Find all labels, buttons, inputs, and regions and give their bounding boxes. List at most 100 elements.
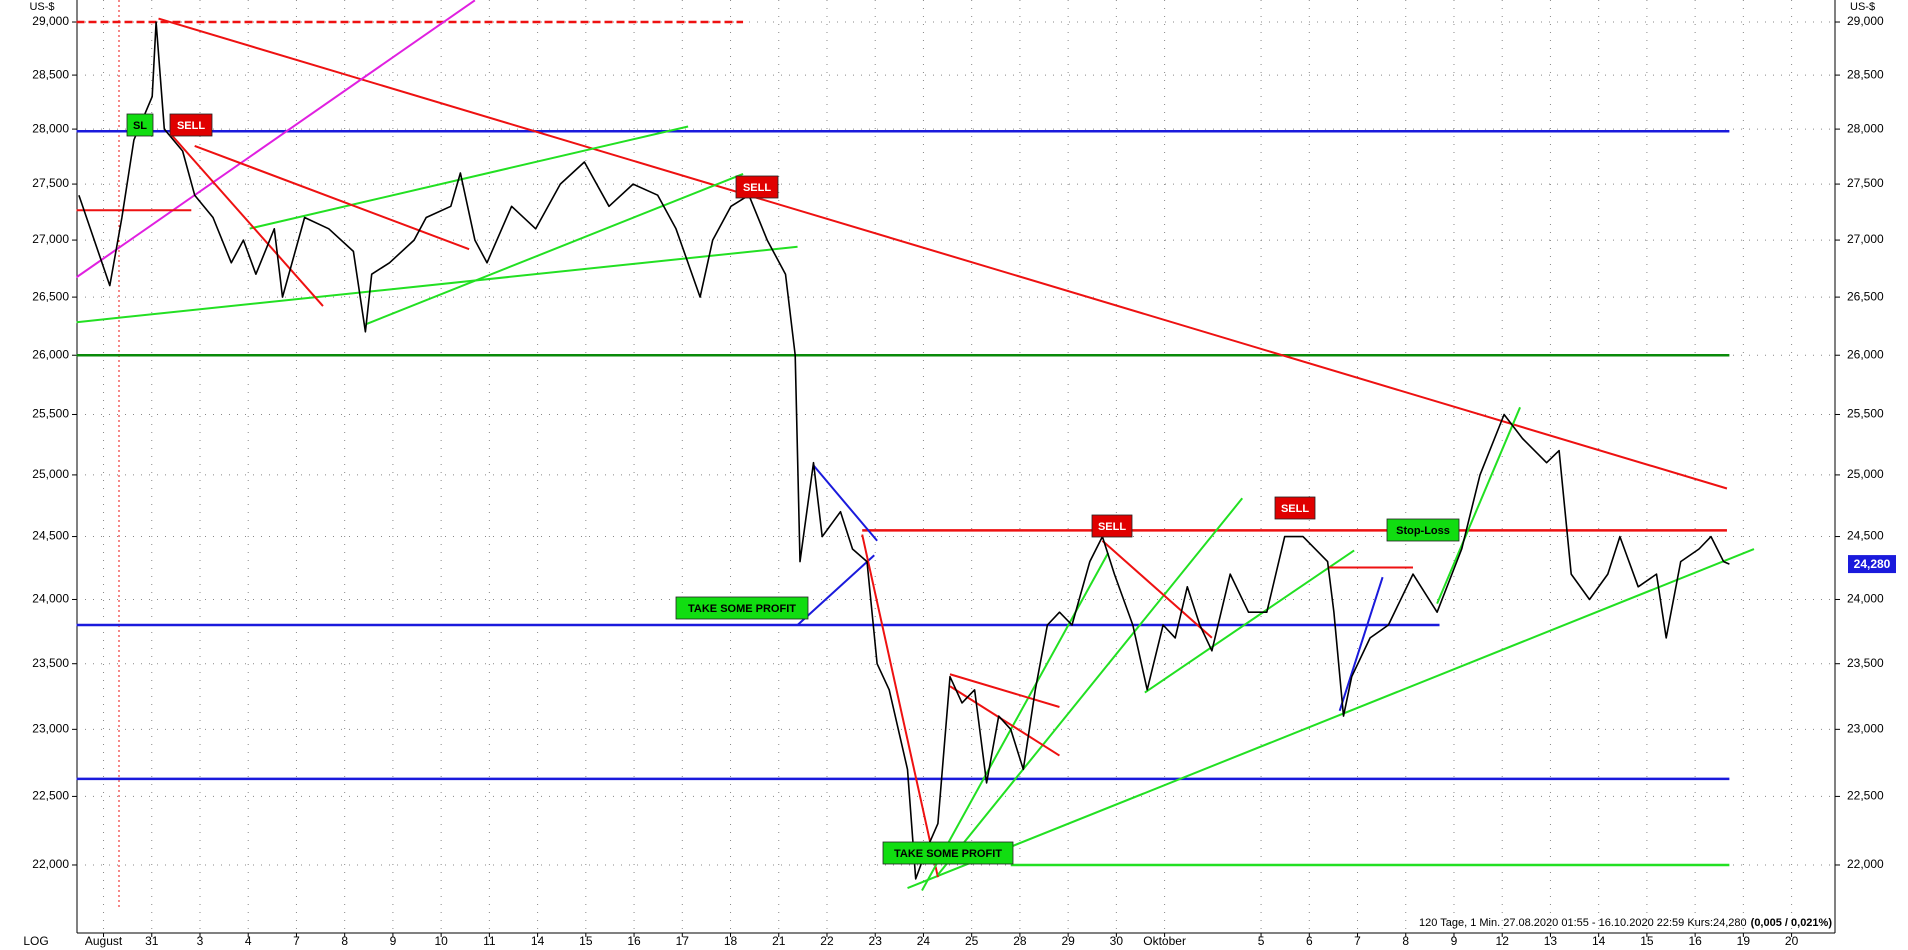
y-tick-label: 24,000 (1847, 592, 1884, 606)
annotation-box (882, 841, 1014, 865)
x-tick-label: 14 (531, 934, 545, 948)
y-tick-label: 22,000 (32, 857, 69, 871)
y-tick-label: 24,000 (32, 592, 69, 606)
x-tick-label: 15 (1640, 934, 1654, 948)
trend-line (1436, 406, 1521, 605)
y-tick-label: 28,500 (1847, 67, 1884, 81)
last-price-label: 24,280 (1854, 557, 1891, 571)
annotation-text: SELL (743, 182, 771, 194)
annotation-box (169, 113, 213, 137)
x-tick-label: 22 (820, 934, 834, 948)
x-tick-label: 12 (1496, 934, 1510, 948)
x-tick-label: Oktober (1143, 934, 1186, 948)
trend-line (1144, 549, 1355, 694)
y-tick-label: 25,000 (32, 467, 69, 481)
y-unit-right: US-$ (1850, 1, 1875, 13)
y-tick-label: 26,500 (32, 289, 69, 303)
x-tick-label: 5 (1258, 934, 1265, 948)
y-tick-label: 26,000 (1847, 347, 1884, 361)
x-tick-label: 28 (1013, 934, 1027, 948)
x-tick-label: 16 (1688, 934, 1702, 948)
x-tick-label: 13 (1544, 934, 1558, 948)
trend-line (158, 17, 1728, 490)
x-tick-label: 14 (1592, 934, 1606, 948)
trend-line (75, 0, 476, 279)
trend-line (949, 685, 1060, 757)
y-tick-label: 22,500 (1847, 789, 1884, 803)
trend-line (169, 133, 324, 307)
y-tick-label: 27,500 (32, 176, 69, 190)
trend-line (194, 144, 470, 251)
x-tick-label: 24 (917, 934, 931, 948)
y-tick-label: 23,000 (32, 722, 69, 736)
annotation-text: TAKE SOME PROFIT (688, 603, 796, 615)
y-tick-label: 28,000 (1847, 121, 1884, 135)
y-tick-label: 25,500 (32, 407, 69, 421)
x-tick-label: 10 (434, 934, 448, 948)
trend-line (796, 554, 875, 626)
x-tick-label: 9 (1451, 934, 1458, 948)
x-tick-label: 9 (390, 934, 397, 948)
y-tick-label: 23,500 (32, 656, 69, 670)
info-text: 120 Tage, 1 Min. 27.08.2020 01:55 - 16.1… (1419, 917, 1832, 929)
annotation-text: SL (133, 120, 147, 132)
info-change: (0,005 / 0,021%) (1751, 917, 1833, 929)
y-tick-label: 27,000 (32, 232, 69, 246)
y-tick-label: 27,500 (1847, 176, 1884, 190)
y-tick-label: 28,500 (32, 67, 69, 81)
annotation-text: SELL (1098, 521, 1126, 533)
y-tick-label: 25,500 (1847, 407, 1884, 421)
scale-label: LOG (23, 934, 48, 948)
trend-line (937, 497, 1244, 876)
annotation-text: Stop-Loss (1396, 525, 1450, 537)
x-tick-label: 30 (1110, 934, 1124, 948)
y-tick-label: 28,000 (32, 121, 69, 135)
x-tick-label: 15 (579, 934, 593, 948)
annotation-box (1091, 514, 1133, 538)
x-tick-label: 31 (145, 934, 159, 948)
y-tick-label: 25,000 (1847, 467, 1884, 481)
annotation-box (126, 113, 154, 137)
x-tick-label: 21 (772, 934, 786, 948)
trend-line (1338, 576, 1384, 712)
y-tick-label: 24,500 (1847, 529, 1884, 543)
annotation-box (675, 596, 809, 620)
y-tick-label: 29,000 (1847, 14, 1884, 28)
info-main: 120 Tage, 1 Min. 27.08.2020 01:55 - 16.1… (1419, 917, 1747, 929)
x-tick-label: 23 (869, 934, 883, 948)
trend-line (249, 125, 689, 230)
trend-line (812, 464, 878, 542)
annotation-box (735, 175, 779, 199)
x-tick-label: 29 (1061, 934, 1075, 948)
y-tick-label: 26,000 (32, 347, 69, 361)
y-tick-label: 26,500 (1847, 289, 1884, 303)
x-tick-label: August (85, 934, 123, 948)
x-tick-label: 16 (627, 934, 641, 948)
annotation-box (1274, 496, 1316, 520)
x-tick-label: 19 (1737, 934, 1751, 948)
x-tick-label: 7 (293, 934, 300, 948)
y-unit-left: US-$ (29, 1, 54, 13)
x-tick-label: 11 (483, 934, 496, 948)
trend-line (907, 548, 1755, 890)
x-tick-label: 18 (724, 934, 738, 948)
y-tick-label: 24,500 (32, 529, 69, 543)
annotation-text: TAKE SOME PROFIT (894, 848, 1002, 860)
x-tick-label: 17 (676, 934, 690, 948)
x-tick-label: 4 (245, 934, 252, 948)
x-tick-label: 20 (1785, 934, 1799, 948)
y-tick-label: 27,000 (1847, 232, 1884, 246)
y-tick-label: 23,000 (1847, 722, 1884, 736)
x-tick-label: 3 (197, 934, 204, 948)
trend-line (861, 534, 939, 878)
trend-line (1101, 540, 1213, 639)
trend-line (949, 673, 1060, 708)
y-tick-label: 29,000 (32, 14, 69, 28)
trend-line (365, 172, 744, 326)
annotation-box (1386, 518, 1460, 542)
x-tick-label: 6 (1306, 934, 1313, 948)
x-tick-label: 8 (341, 934, 348, 948)
last-price-box (1848, 555, 1896, 574)
y-tick-label: 22,000 (1847, 857, 1884, 871)
